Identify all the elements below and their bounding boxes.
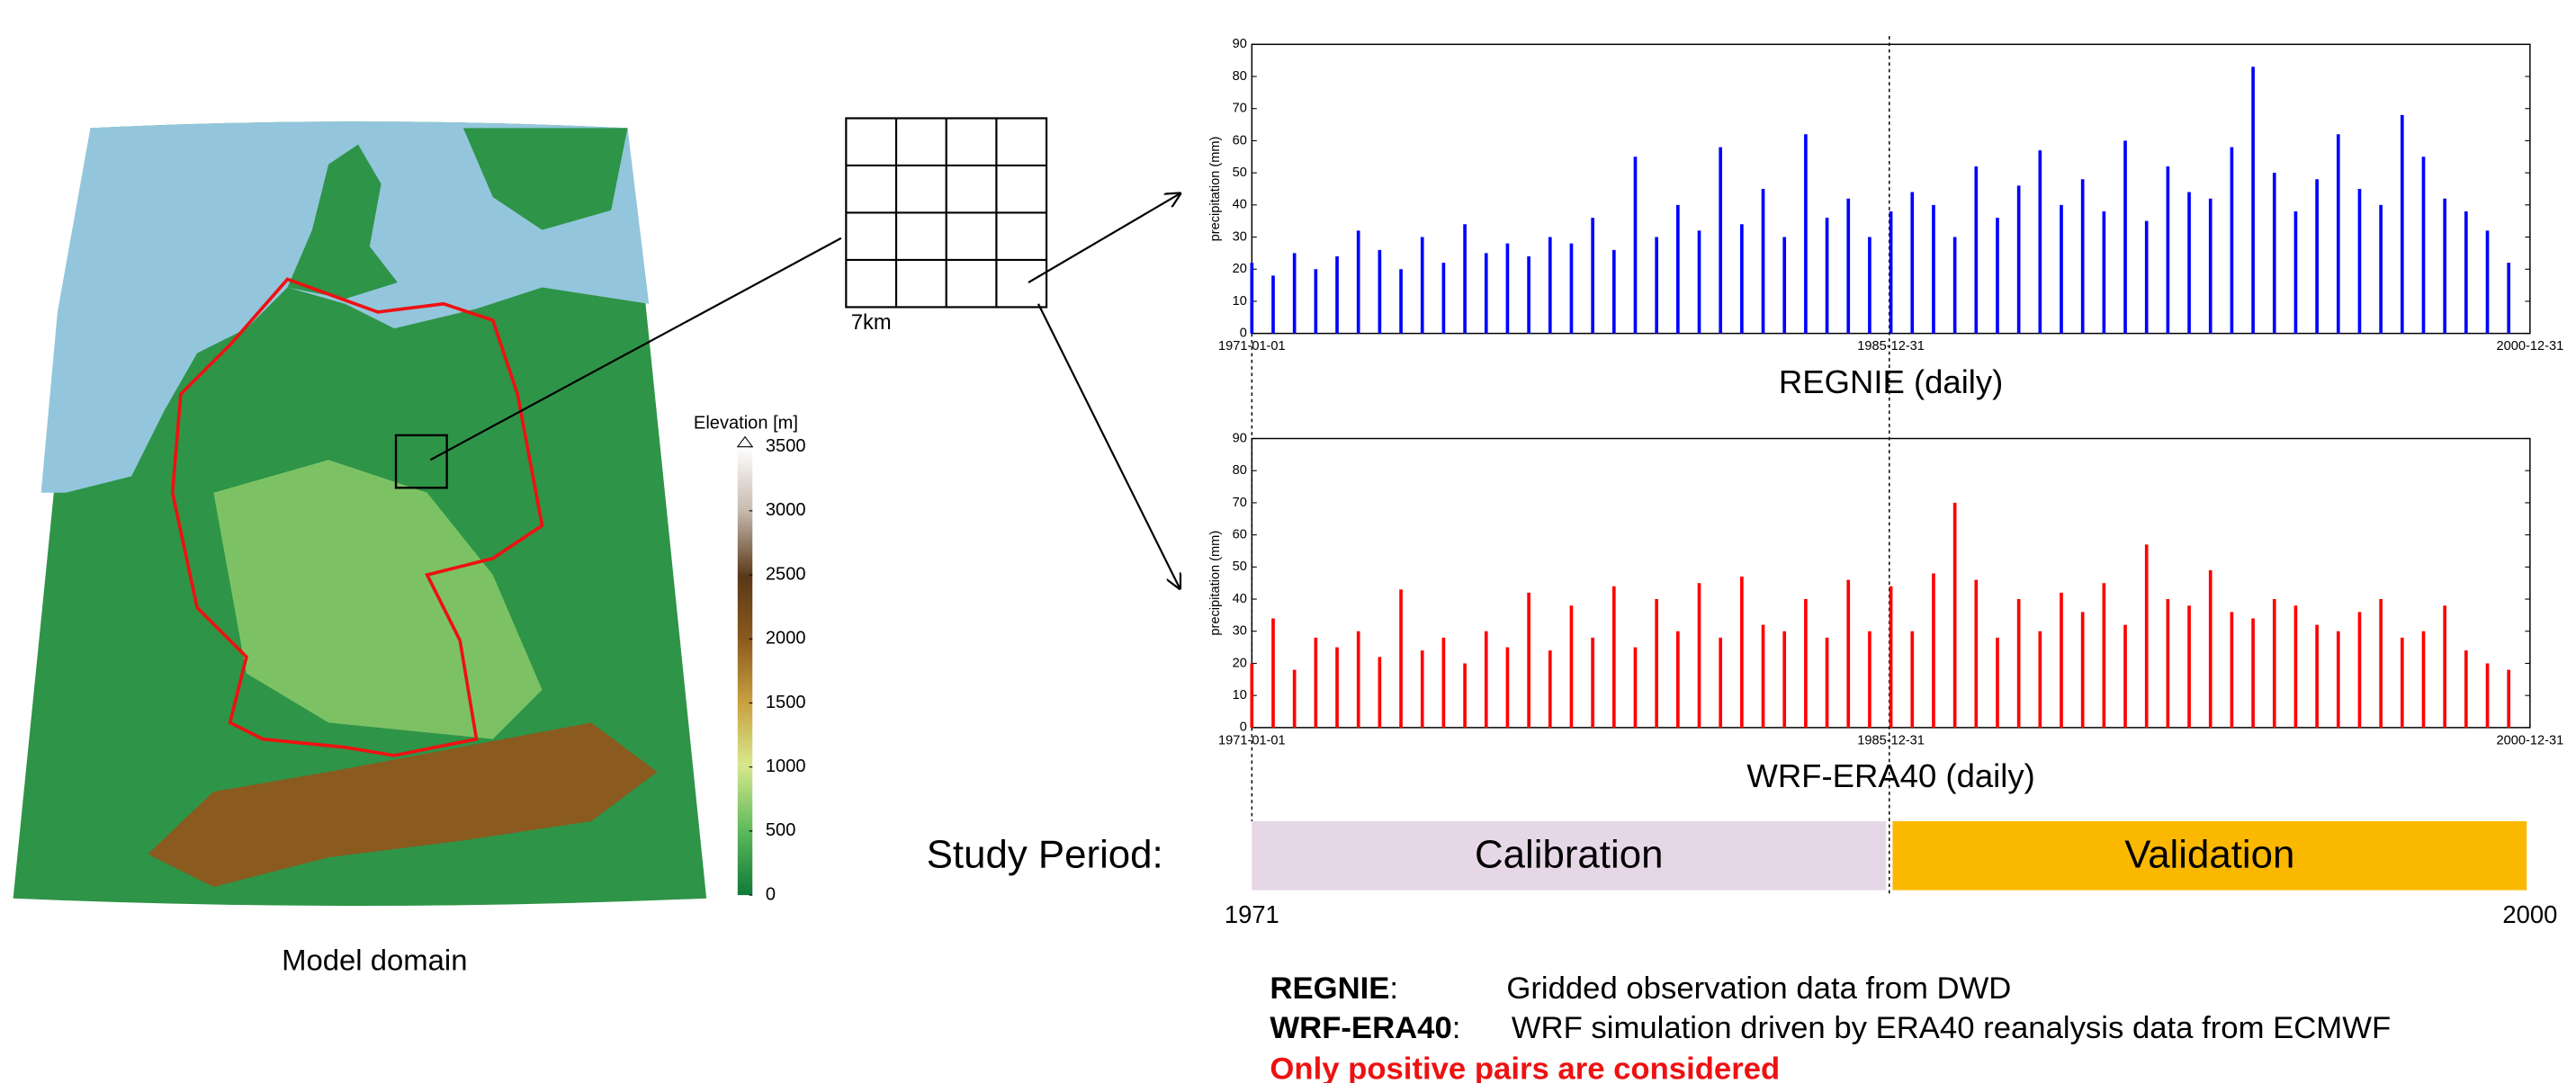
colorbar <box>737 446 753 896</box>
colorbar-tick-label: 2500 <box>766 564 806 584</box>
y-tick-label: 40 <box>1233 198 1247 212</box>
map-upland <box>213 460 543 739</box>
cell-box <box>394 434 448 489</box>
note-term: WRF-ERA40: <box>1270 1011 1460 1045</box>
y-tick-label: 90 <box>1233 37 1247 51</box>
y-tick-label: 30 <box>1233 229 1247 244</box>
colorbar-cap <box>736 435 754 448</box>
y-axis-label: precipitation (mm) <box>1208 531 1223 636</box>
arrow <box>1037 303 1180 588</box>
colorbar-tick-label: 500 <box>766 820 796 840</box>
note-sep: : <box>1389 971 1398 1006</box>
chart-title: WRF-ERA40 (daily) <box>1746 757 2034 794</box>
x-tick-label: 1971-01-01 <box>1218 339 1286 354</box>
x-tick-label: 1985-12-31 <box>1857 339 1925 354</box>
map-land <box>462 128 628 230</box>
x-tick-label: 2000-12-31 <box>2497 339 2564 354</box>
period-label: Calibration <box>1475 833 1663 877</box>
y-tick-label: 60 <box>1233 133 1247 148</box>
period-start: 1971 <box>1225 900 1279 928</box>
y-tick-label: 10 <box>1233 688 1247 703</box>
map: Elevation [m] Model domain <box>13 121 798 977</box>
y-tick-label: 80 <box>1233 463 1247 478</box>
arrow <box>1028 193 1180 284</box>
colorbar-title: Elevation [m] <box>694 413 798 433</box>
note-term-bold: REGNIE <box>1270 971 1389 1006</box>
y-tick-label: 20 <box>1233 656 1247 670</box>
x-tick-label: 2000-12-31 <box>2497 733 2564 747</box>
x-tick-label: 1985-12-31 <box>1857 733 1925 747</box>
y-tick-label: 10 <box>1233 294 1247 309</box>
y-tick-label: 90 <box>1233 431 1247 445</box>
y-tick-label: 40 <box>1233 592 1247 606</box>
grid-inset <box>429 117 1180 588</box>
arrow <box>429 237 842 461</box>
colorbar-tick-label: 1000 <box>766 756 806 776</box>
chart-title: REGNIE (daily) <box>1779 363 2003 400</box>
cell-label: 7km <box>851 311 892 335</box>
map-alps <box>148 722 658 887</box>
y-axis-label: precipitation (mm) <box>1208 137 1223 242</box>
note-term: REGNIE: <box>1270 971 1398 1006</box>
note-desc: WRF simulation driven by ERA40 reanalysi… <box>1512 1011 2391 1045</box>
y-tick-label: 70 <box>1233 496 1247 510</box>
x-tick-label: 1971-01-01 <box>1218 733 1286 747</box>
note-term-bold: WRF-ERA40 <box>1270 1011 1451 1045</box>
colorbar-tick-label: 1500 <box>766 693 806 712</box>
note-desc: Gridded observation data from DWD <box>1506 971 2011 1006</box>
colorbar-tick-label: 3500 <box>766 436 806 456</box>
y-tick-label: 80 <box>1233 69 1247 84</box>
period-segment <box>1892 820 2527 891</box>
colorbar-tick-label: 2000 <box>766 629 806 649</box>
y-tick-label: 0 <box>1240 721 1247 735</box>
map-sea <box>40 121 650 493</box>
period-segment <box>1252 820 1887 891</box>
note-warning: Only positive pairs are considered <box>1270 1052 1780 1083</box>
period-label: Validation <box>2124 833 2294 877</box>
y-tick-label: 30 <box>1233 624 1247 639</box>
map-land <box>287 144 398 300</box>
period-end: 2000 <box>2502 900 2557 928</box>
y-tick-label: 70 <box>1233 102 1247 116</box>
period-title: Study Period: <box>927 833 1163 877</box>
note-sep: : <box>1452 1011 1461 1045</box>
y-tick-label: 50 <box>1233 559 1247 574</box>
germany-border <box>170 277 544 757</box>
map-caption: Model domain <box>282 944 467 977</box>
y-tick-label: 0 <box>1240 327 1247 341</box>
y-tick-label: 50 <box>1233 166 1247 180</box>
colorbar-tick-label: 3000 <box>766 500 806 520</box>
colorbar-tick-label: 0 <box>766 884 776 904</box>
y-tick-label: 60 <box>1233 527 1247 542</box>
y-tick-label: 20 <box>1233 262 1247 276</box>
